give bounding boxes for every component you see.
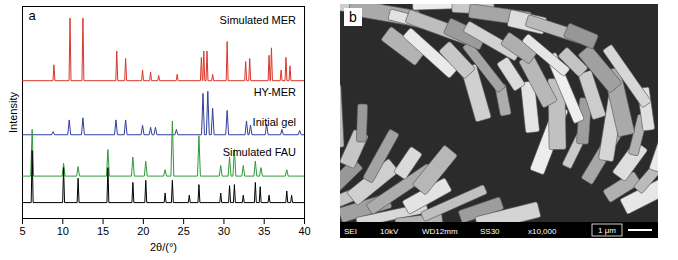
svg-text:x10,000: x10,000 [528, 227, 557, 236]
svg-text:20: 20 [137, 225, 149, 237]
svg-text:1 μm: 1 μm [598, 226, 616, 235]
svg-text:35: 35 [258, 225, 270, 237]
svg-text:a: a [29, 8, 37, 23]
svg-text:SS30: SS30 [480, 227, 500, 236]
svg-text:30: 30 [218, 225, 230, 237]
svg-text:10: 10 [57, 225, 69, 237]
svg-text:Initial gel: Initial gel [253, 116, 296, 128]
svg-text:5: 5 [19, 225, 25, 237]
svg-text:SEI: SEI [344, 227, 357, 236]
svg-text:HY-MER: HY-MER [254, 86, 296, 98]
svg-text:WD12mm: WD12mm [422, 227, 458, 236]
svg-text:40: 40 [298, 225, 310, 237]
svg-text:15: 15 [97, 225, 109, 237]
svg-text:25: 25 [178, 225, 190, 237]
svg-text:2θ/(°): 2θ/(°) [150, 241, 177, 253]
svg-text:10kV: 10kV [380, 227, 399, 236]
svg-text:Simulated MER: Simulated MER [220, 14, 296, 26]
svg-text:Simulated FAU: Simulated FAU [223, 146, 296, 158]
svg-text:b: b [349, 9, 357, 25]
svg-text:Intensity: Intensity [7, 92, 19, 133]
